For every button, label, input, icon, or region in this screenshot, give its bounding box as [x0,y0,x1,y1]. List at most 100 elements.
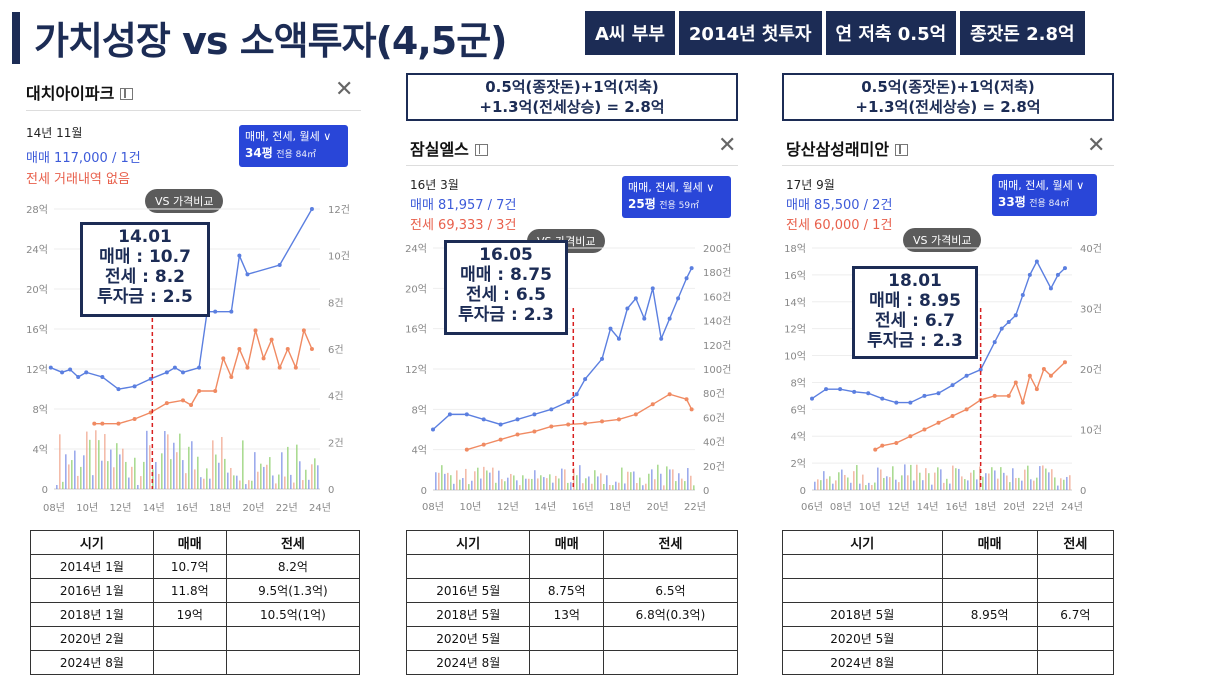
volume-bar [477,467,479,490]
close-icon[interactable]: ✕ [1087,133,1106,158]
volume-bar [540,475,542,490]
volume-bar [934,472,936,490]
data-point [116,421,121,426]
y-right-tick-label: 100건 [703,364,731,376]
map-icon[interactable] [120,88,134,100]
formula-line1: 0.5억(종잣돈)+1억(저축) [861,78,1035,96]
volume-bar [889,477,891,490]
close-icon[interactable]: ✕ [718,133,737,158]
volume-bar [215,454,217,489]
volume-bar [65,454,67,489]
volume-bar [603,483,605,490]
data-point [1027,272,1032,277]
y-right-tick-label: 2건 [328,437,344,449]
col-period: 시기 [30,530,154,555]
x-tick-label: 18년 [609,501,631,513]
volume-bar [654,479,656,490]
x-tick-label: 24년 [1061,501,1083,513]
volume-bar [901,475,903,490]
volume-bar [504,481,506,490]
close-icon[interactable]: ✕ [335,77,354,102]
volume-bar [317,465,319,489]
data-point [549,424,554,429]
volume-bar [275,483,277,489]
volume-bar [982,476,984,490]
volume-bar [681,478,683,490]
data-point [447,412,452,417]
map-icon[interactable] [474,144,488,156]
data-point [269,337,274,342]
volume-bar [116,443,118,489]
volume-bar [1012,468,1014,490]
volume-bar [194,469,196,489]
data-point [866,391,871,396]
volume-bar [296,444,298,489]
volume-bar [558,478,560,490]
data-point [245,272,250,277]
data-point [936,420,941,425]
volume-bar [450,475,452,490]
y-right-tick-label: 20건 [1080,364,1102,376]
volume-bar [910,464,912,490]
price-chart: 18억 16억 14억 12억 10억 8억 6억 4억 2억 0 40건 30건 20건 10건 0 06년… [784,243,1102,513]
data-point [633,296,638,301]
volume-bar [525,478,527,490]
volume-bar [245,484,247,489]
volume-bar [311,464,313,489]
volume-bar [1006,475,1008,490]
data-point [277,365,282,370]
trade-type-selector[interactable]: 매매, 전세, 월세 ∨ 33평 전용 84㎡ [992,174,1097,216]
col-period: 시기 [405,530,531,555]
volume-bar [206,468,208,489]
volume-bar [925,468,927,490]
data-point [498,437,503,442]
volume-bar [501,479,503,490]
y-right-tick-label: 60건 [703,412,725,424]
volume-bar [83,455,85,489]
volume-bar [146,430,148,489]
data-point [992,340,997,345]
volume-bar [98,440,100,489]
map-icon[interactable] [895,144,909,156]
volume-bar [80,466,82,489]
volume-bar [269,457,271,489]
y-left-tick-label: 28억 [26,204,48,216]
trade-type-selector[interactable]: 매매, 전세, 월세 ∨ 25평 전용 59㎡ [622,176,731,218]
volume-bar [513,475,515,490]
selector-size: 33평 [998,195,1026,209]
volume-bar [176,452,178,489]
data-point [873,447,878,452]
x-tick-label: 18년 [209,502,231,514]
volume-bar [561,468,563,490]
trade-type-selector[interactable]: 매매, 전세, 월세 ∨ 34평 전용 84㎡ [239,125,348,167]
volume-bar [579,465,581,490]
data-point [600,419,605,424]
x-tick-label: 14년 [143,502,165,514]
price-history-table: 시기 매매 전세 2014년 1월 10.7억 8.2억 2016년 1월 11.8억… [30,530,361,675]
volume-bar [224,458,226,489]
data-point [221,356,226,361]
y-left-tick-label: 8억 [32,404,48,416]
data-point [164,370,169,375]
data-point [116,387,121,392]
volume-bar [943,482,945,490]
data-point [213,309,218,314]
volume-bar [498,470,500,490]
data-point [189,403,194,407]
series-line [874,361,1066,451]
volume-bar [669,469,671,490]
volume-bar [71,460,73,489]
volume-bar [230,467,232,489]
data-point [684,276,689,281]
data-point [68,367,73,372]
volume-bar [122,448,124,489]
volume-bar [1015,478,1017,490]
data-point [566,399,571,404]
volume-bar [474,471,476,490]
y-right-tick-label: 12건 [328,204,350,216]
volume-bar [134,457,136,489]
data-point [132,417,137,421]
price-history-table: 시기 매매 전세 2018년 5월 8.95억 6.7억 2020년 5월 2024… [782,530,1115,675]
volume-bar [113,467,115,489]
volume-bar [847,477,849,490]
